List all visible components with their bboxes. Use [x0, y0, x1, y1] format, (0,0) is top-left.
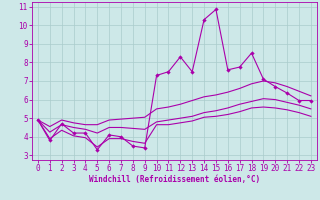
X-axis label: Windchill (Refroidissement éolien,°C): Windchill (Refroidissement éolien,°C) — [89, 175, 260, 184]
